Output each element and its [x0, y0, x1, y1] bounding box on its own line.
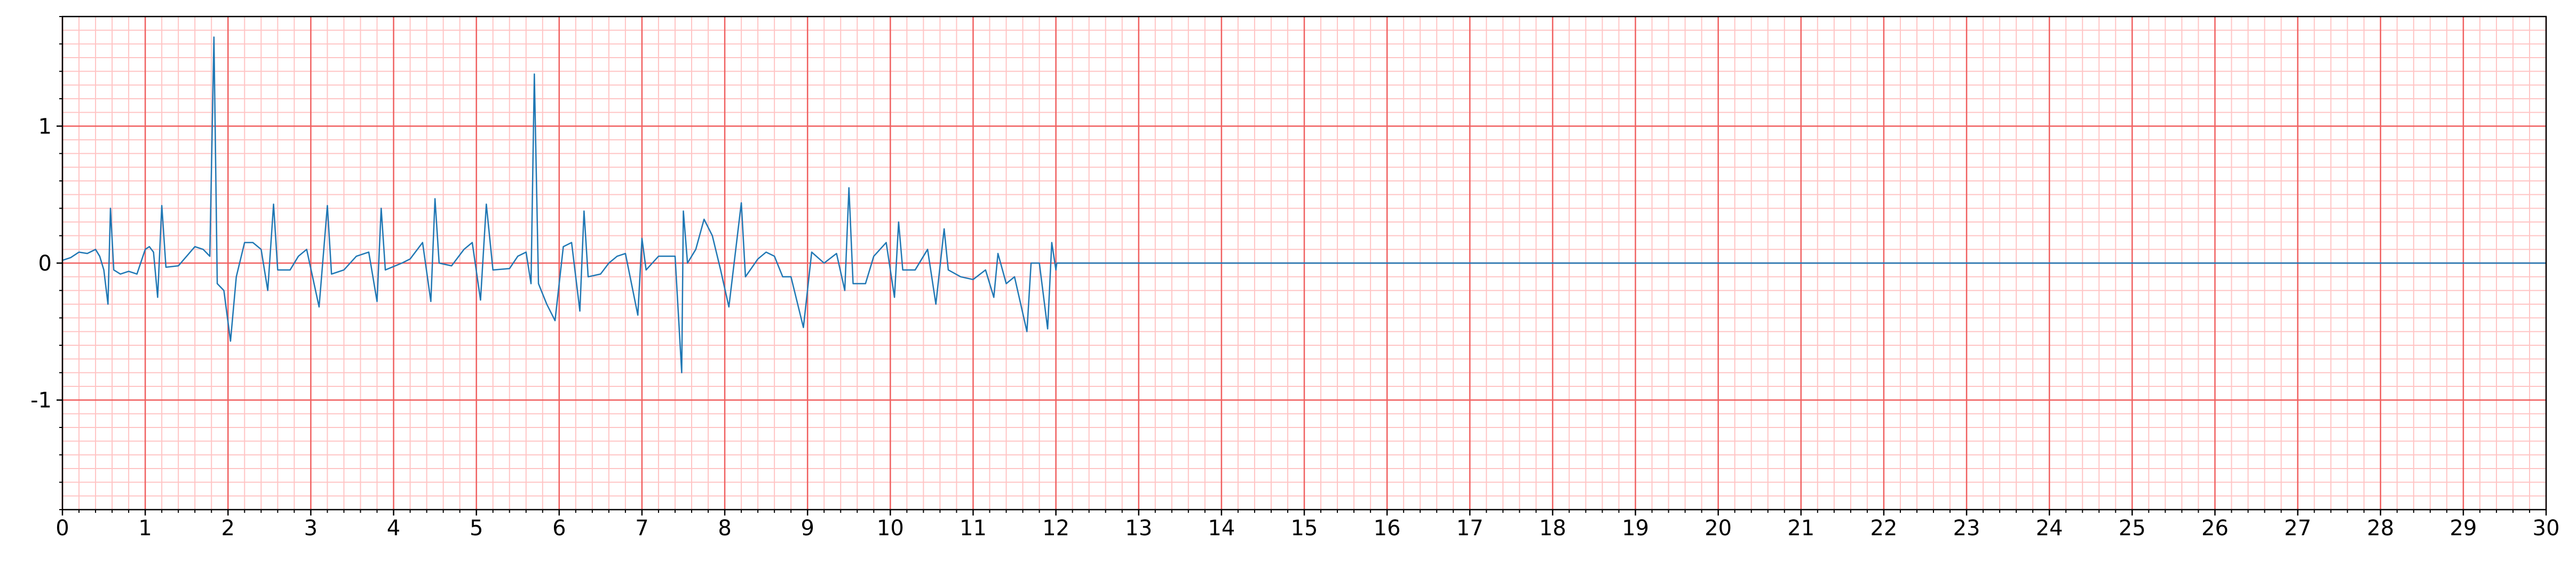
x-tick-label: 9	[800, 516, 814, 541]
x-tick-label: 15	[1291, 516, 1318, 541]
x-tick-label: 23	[1953, 516, 1980, 541]
x-tick-label: 27	[2284, 516, 2311, 541]
x-tick-label: 4	[387, 516, 400, 541]
x-tick-label: 8	[718, 516, 731, 541]
y-tick-label: -1	[30, 388, 52, 413]
y-tick-label: 1	[38, 114, 52, 139]
x-tick-label: 26	[2201, 516, 2229, 541]
x-tick-label: 19	[1622, 516, 1649, 541]
x-tick-label: 10	[877, 516, 904, 541]
x-tick-label: 1	[138, 516, 152, 541]
x-tick-label: 7	[635, 516, 648, 541]
x-tick-label: 22	[1870, 516, 1897, 541]
x-tick-label: 28	[2367, 516, 2394, 541]
x-tick-label: 21	[1787, 516, 1814, 541]
x-tick-label: 18	[1539, 516, 1566, 541]
x-tick-label: 29	[2450, 516, 2477, 541]
x-tick-label: 13	[1125, 516, 1152, 541]
y-tick-label: 0	[38, 251, 52, 276]
x-tick-label: 16	[1374, 516, 1401, 541]
x-tick-label: 30	[2533, 516, 2560, 541]
x-tick-label: 3	[304, 516, 318, 541]
x-tick-label: 12	[1042, 516, 1069, 541]
x-tick-label: 14	[1208, 516, 1235, 541]
x-tick-label: 17	[1456, 516, 1484, 541]
x-tick-label: 24	[2036, 516, 2063, 541]
x-tick-label: 11	[960, 516, 987, 541]
x-tick-label: 25	[2119, 516, 2146, 541]
x-tick-label: 0	[56, 516, 69, 541]
x-tick-label: 20	[1705, 516, 1732, 541]
x-tick-label: 5	[470, 516, 483, 541]
x-tick-label: 2	[221, 516, 235, 541]
x-tick-label: 6	[552, 516, 566, 541]
plot-frame	[61, 15, 2547, 511]
signal-line	[62, 36, 2546, 374]
